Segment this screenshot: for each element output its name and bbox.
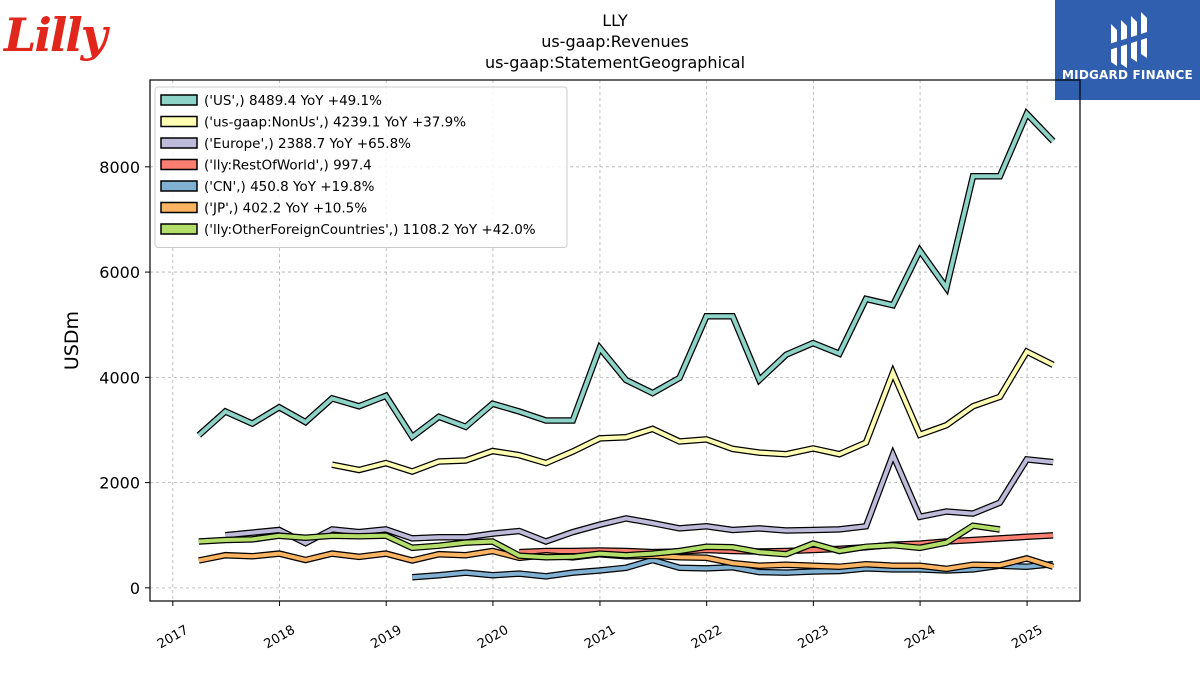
legend-box: [154, 86, 568, 248]
midgard-finance-logo: MIDGARD FINANCE: [1055, 0, 1200, 100]
legend-swatch: [160, 94, 198, 106]
legend-entry: ('lly:RestOfWorld',) 997.4: [204, 158, 372, 174]
x-tick-label: 2021: [582, 623, 618, 653]
legend-entry: ('CN',) 450.8 YoY +19.8%: [204, 179, 375, 195]
legend-entry: ('lly:OtherForeignCountries',) 1108.2 Yo…: [204, 222, 536, 238]
x-tick-label: 2017: [155, 623, 191, 653]
series-line-1: [331, 348, 1054, 474]
legend-swatch: [160, 223, 198, 235]
legend-swatch: [160, 115, 198, 128]
plot-frame: [149, 79, 1081, 602]
legend-swatch: [160, 137, 198, 149]
legend: ('US',) 8489.4 YoY +49.1% ('us-gaap:NonUs…: [154, 86, 568, 248]
x-axis: 2017 2018 2019 2020 2021 2022 2023 2024 2025: [155, 601, 1045, 652]
x-tick-label: 2019: [368, 623, 404, 653]
x-tick-label: 2022: [689, 623, 725, 653]
y-tick-label: 8000: [99, 158, 140, 177]
x-tick-label: 2018: [262, 623, 298, 653]
legend-swatch: [160, 201, 198, 214]
chart-title: LLY: [602, 11, 628, 30]
x-tick-label: 2023: [796, 623, 832, 653]
midgard-finance-name: MIDGARD FINANCE: [1062, 68, 1193, 82]
series-lines: [196, 107, 1056, 581]
y-tick-label: 0: [130, 579, 140, 598]
legend-entry: ('US',) 8489.4 YoY +49.1%: [204, 93, 382, 109]
x-tick-label: 2025: [1009, 623, 1045, 653]
lilly-logo: Lilly: [4, 8, 108, 62]
legend-swatch: [160, 180, 198, 192]
x-tick-label: 2024: [902, 623, 938, 653]
legend-entry: ('JP',) 402.2 YoY +10.5%: [204, 201, 367, 217]
y-tick-label: 6000: [99, 263, 140, 282]
chart-subtitle-1: us-gaap:Revenues: [541, 32, 689, 51]
legend-entry: ('us-gaap:NonUs',) 4239.1 YoY +37.9%: [204, 115, 466, 131]
midgard-mark-icon: [1109, 12, 1147, 68]
y-tick-label: 2000: [99, 474, 140, 493]
legend-swatch: [160, 158, 198, 171]
series-outline-1: [331, 347, 1055, 475]
series-line-0: [197, 110, 1055, 440]
legend-entry: ('Europe',) 2388.7 YoY +65.8%: [204, 136, 411, 152]
y-axis-label: USDm: [61, 311, 83, 370]
chart-subtitle-2: us-gaap:StatementGeographical: [484, 53, 746, 72]
series-line-2: [225, 449, 1054, 546]
x-tick-label: 2020: [475, 623, 511, 653]
chart-title-block: LLY us-gaap:Revenues us-gaap:StatementGe…: [0, 0, 1200, 73]
y-axis: 0 2000 4000 6000 8000: [99, 158, 150, 598]
y-tick-label: 4000: [99, 368, 140, 387]
series-line-6: [198, 523, 1001, 560]
